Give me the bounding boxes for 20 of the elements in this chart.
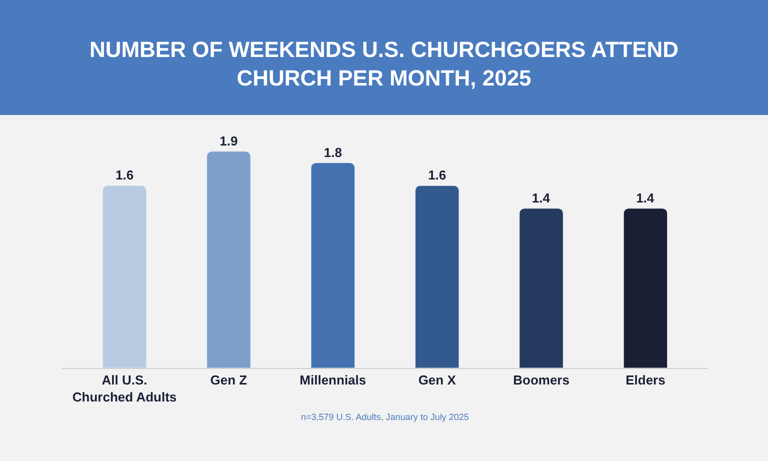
x-tick-label: Millennials — [300, 372, 366, 388]
data-label: 1.6 — [115, 168, 134, 183]
chart-title: NUMBER OF WEEKENDS U.S. CHURCHGOERS ATTEND CHURCH PER MONTH, 2025 — [89, 37, 679, 91]
x-tick-label: Boomers — [513, 372, 570, 388]
data-label: 1.8 — [324, 144, 342, 160]
x-tick-label: All U.S. Churched Adults — [72, 372, 177, 404]
x-tick-label: Elders — [626, 372, 666, 388]
data-label: 1.6 — [428, 168, 446, 183]
data-label: 1.4 — [636, 190, 655, 206]
bar — [519, 208, 564, 368]
bar — [102, 185, 147, 368]
data-label: 1.4 — [532, 190, 551, 206]
bar — [623, 208, 668, 368]
text: n=3,579 U.S. Adults, January to July 2025 — [301, 412, 469, 422]
bar — [206, 151, 251, 368]
bar — [310, 162, 356, 368]
x-tick-label: Gen Z — [210, 372, 248, 388]
bar — [414, 185, 460, 368]
x-tick-label: Gen X — [418, 372, 456, 388]
data-label: 1.9 — [220, 133, 238, 148]
